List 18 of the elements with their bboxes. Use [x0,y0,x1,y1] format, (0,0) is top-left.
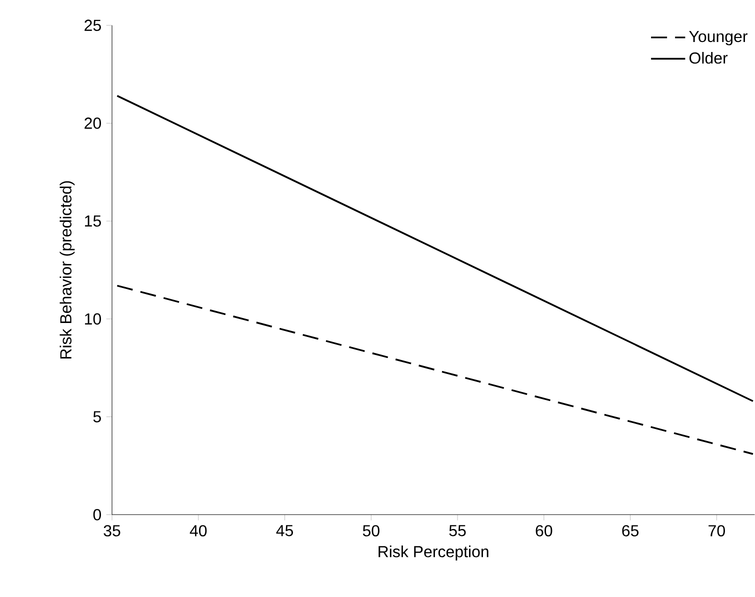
y-tick-label: 5 [93,411,101,422]
x-tick-label: 65 [622,525,639,536]
x-tick-label: 35 [104,525,120,536]
x-axis-title: Risk Perception [378,546,488,560]
x-tick-label: 55 [449,525,466,536]
x-tick-label: 60 [536,525,552,536]
legend-label: Older [689,52,728,64]
x-tick-label: 40 [190,525,207,536]
y-tick-label: 20 [84,118,101,129]
y-tick-label: 0 [93,509,101,520]
y-tick-label: 15 [85,215,101,227]
y-tick-label: 25 [84,20,101,31]
y-tick-label: 10 [85,313,101,325]
x-tick-label: 50 [362,525,380,536]
x-tick-label: 45 [276,525,293,536]
y-axis-title: Risk Behavior (predicted) [60,181,75,358]
x-tick-label: 70 [708,525,725,536]
legend-label: Younger [689,30,748,46]
